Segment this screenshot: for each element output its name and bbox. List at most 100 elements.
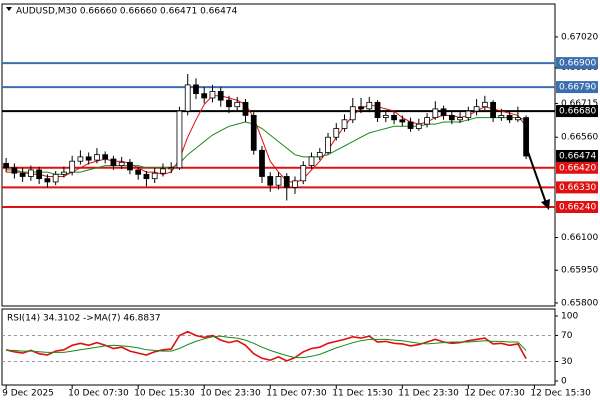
candle-body: [283, 176, 290, 188]
x-tick-label: 10 Dec 15:30: [134, 389, 195, 399]
candle-body: [11, 167, 18, 174]
candle-body: [168, 167, 175, 170]
level-label: 0.66240: [559, 203, 596, 213]
candle-body: [358, 106, 364, 110]
candle-body: [473, 106, 480, 112]
candle-body: [382, 115, 389, 119]
level-tag: [556, 105, 598, 118]
candle-body: [217, 91, 224, 101]
level-label: 0.66680: [559, 107, 596, 117]
candle-body: [201, 93, 208, 99]
ma-line: [6, 95, 527, 184]
rsi-tick-label: 100: [561, 312, 578, 322]
level-label: 0.66330: [559, 183, 596, 193]
candle-body: [523, 117, 529, 157]
level-tag: [556, 81, 598, 94]
rsi-tick-label: 0: [561, 377, 567, 387]
candle-body: [160, 168, 166, 174]
candle-body: [61, 171, 67, 175]
candle-body: [28, 169, 34, 177]
candle-body: [52, 173, 59, 183]
x-tick-label: 11 Dec 23:30: [398, 389, 459, 399]
y-tick-label: 0.65950: [561, 266, 598, 276]
candle-body: [457, 117, 463, 121]
candle-body: [325, 136, 331, 153]
candle-body: [127, 161, 133, 171]
y-tick-label: 0.66560: [561, 133, 598, 143]
level-tag: [556, 57, 598, 70]
candle-body: [242, 101, 249, 116]
level-label: 0.66900: [559, 59, 596, 69]
candle-body: [36, 169, 43, 180]
candle-body: [415, 123, 422, 129]
candle-body: [440, 108, 447, 116]
candle-body: [151, 172, 158, 180]
x-tick-label: 11 Dec 07:30: [266, 389, 327, 399]
last-price-tag: [556, 149, 598, 162]
level-label: 0.66790: [559, 83, 596, 93]
level-label: 0.66420: [559, 163, 596, 173]
last-price-label: 0.66474: [559, 151, 596, 161]
rsi-line: [6, 335, 527, 359]
x-tick-label: 10 Dec 07:30: [68, 389, 129, 399]
candle-body: [259, 149, 265, 177]
x-tick-label: 9 Dec 2025: [2, 389, 54, 399]
candle-body: [432, 108, 439, 119]
candle-body: [143, 173, 150, 180]
x-tick-label: 12 Dec 07:30: [464, 389, 525, 399]
candle-body: [44, 178, 51, 183]
candle-body: [226, 99, 232, 108]
rsi-title: RSI(14) 34.3102 ->MA(7) 46.8837: [7, 314, 161, 324]
candle-body: [193, 84, 199, 95]
x-tick-label: 12 Dec 15:30: [530, 389, 591, 399]
candle-body: [481, 101, 488, 108]
y-tick-label: 0.66100: [561, 233, 598, 243]
candle-body: [391, 115, 397, 121]
y-tick-label: 0.67020: [561, 32, 598, 42]
candle-body: [85, 156, 92, 161]
arrow: [527, 151, 547, 204]
rsi-tick-label: 70: [561, 331, 573, 341]
candle-body: [110, 158, 117, 166]
candle-body: [374, 101, 381, 119]
candle-body: [506, 115, 513, 121]
candle-body: [184, 84, 191, 112]
candle-body: [118, 161, 125, 166]
candle-body: [514, 117, 521, 121]
chart-title: AUDUSD,M30 0.66660 0.66660 0.66471 0.664…: [16, 7, 238, 17]
candle-body: [349, 106, 356, 121]
candle-body: [424, 117, 430, 125]
price-panel: [1, 3, 556, 307]
x-tick-label: 11 Dec 15:30: [332, 389, 393, 399]
candle-body: [209, 91, 216, 99]
ma-line: [6, 117, 527, 175]
candle-body: [176, 110, 183, 169]
candle-body: [300, 165, 307, 182]
candle-body: [19, 172, 26, 177]
candle-body: [316, 152, 323, 158]
level-tag: [556, 181, 598, 194]
candle-body: [267, 176, 274, 186]
candle-body: [3, 162, 10, 169]
plot-layer: 0.670200.668800.667150.665600.661000.659…: [2, 32, 598, 399]
candle-body: [333, 128, 340, 138]
candle-body: [292, 180, 298, 188]
candle-body: [308, 156, 315, 166]
level-tag: [556, 161, 598, 174]
y-tick-label: 0.65800: [561, 298, 598, 308]
candle-body: [69, 160, 76, 173]
level-tag: [556, 201, 598, 214]
candle-body: [465, 110, 472, 119]
candle-body: [234, 101, 241, 108]
candle-body: [77, 156, 84, 162]
candle-body: [341, 119, 348, 129]
rsi-tick-label: 30: [561, 357, 573, 367]
candle-body: [275, 176, 282, 186]
menu-icon: [6, 7, 12, 11]
candle-body: [94, 154, 100, 161]
rsi-line: [5, 330, 527, 362]
rsi-panel: [1, 308, 556, 386]
candle-body: [366, 101, 373, 110]
candle-body: [407, 121, 414, 129]
